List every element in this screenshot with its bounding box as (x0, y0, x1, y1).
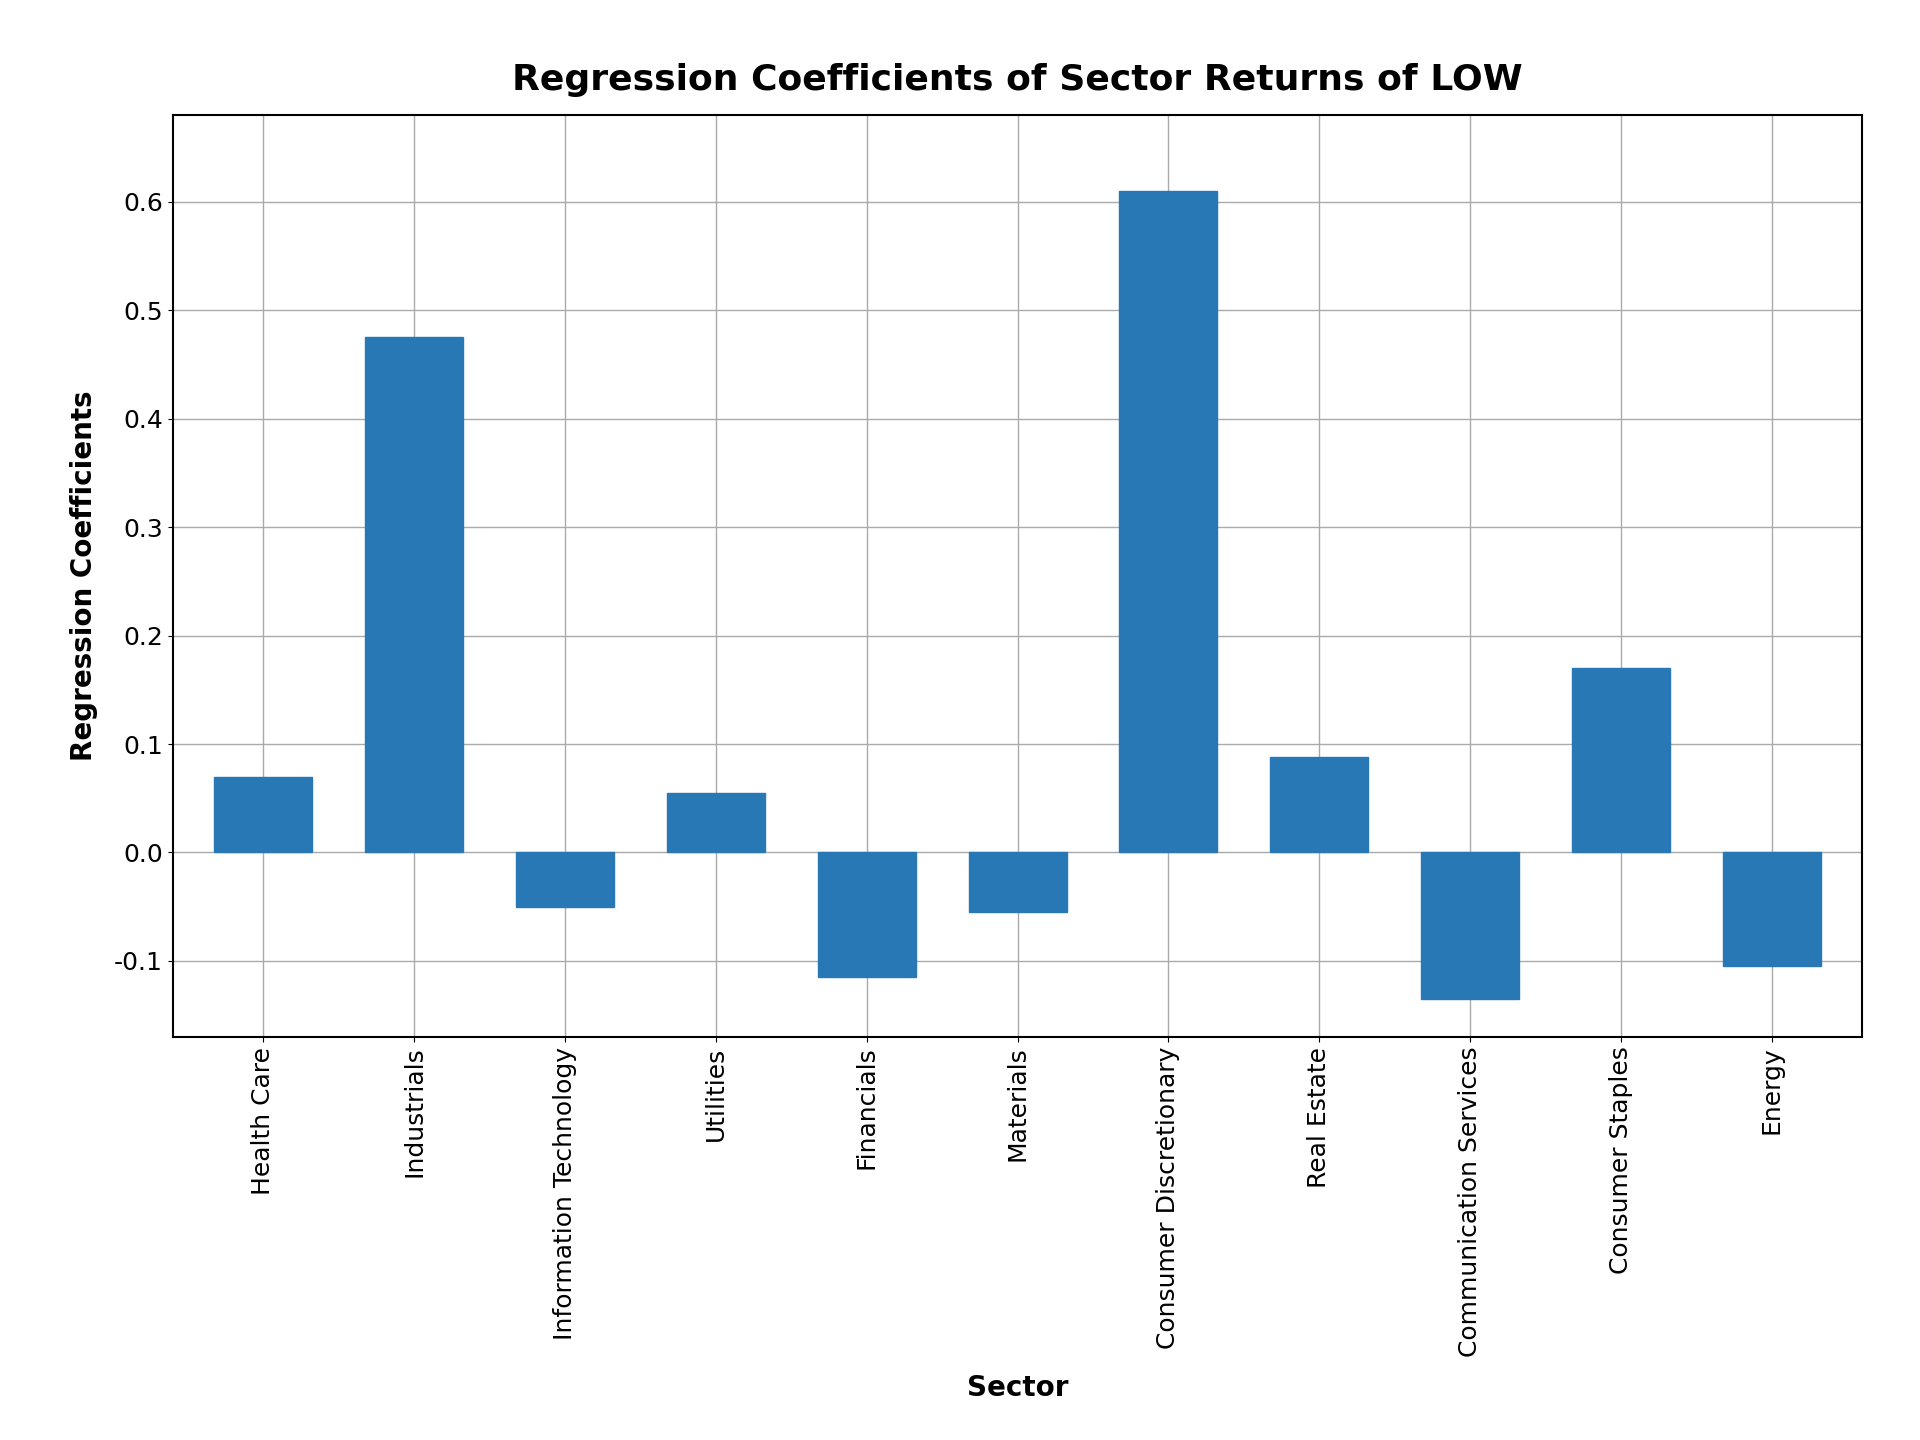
Bar (215, 776, 313, 852)
Bar (1722, 852, 1820, 966)
Bar (1119, 192, 1217, 852)
Bar (1421, 852, 1519, 999)
Bar (1572, 668, 1670, 852)
Bar (1271, 757, 1369, 852)
Bar (516, 852, 614, 907)
Title: Regression Coefficients of Sector Returns of LOW: Regression Coefficients of Sector Return… (513, 63, 1523, 98)
Bar (365, 337, 463, 852)
Bar (968, 852, 1068, 912)
Y-axis label: Regression Coefficients: Regression Coefficients (69, 390, 98, 762)
Bar (666, 793, 764, 852)
Bar (818, 852, 916, 978)
X-axis label: Sector: Sector (968, 1374, 1068, 1401)
